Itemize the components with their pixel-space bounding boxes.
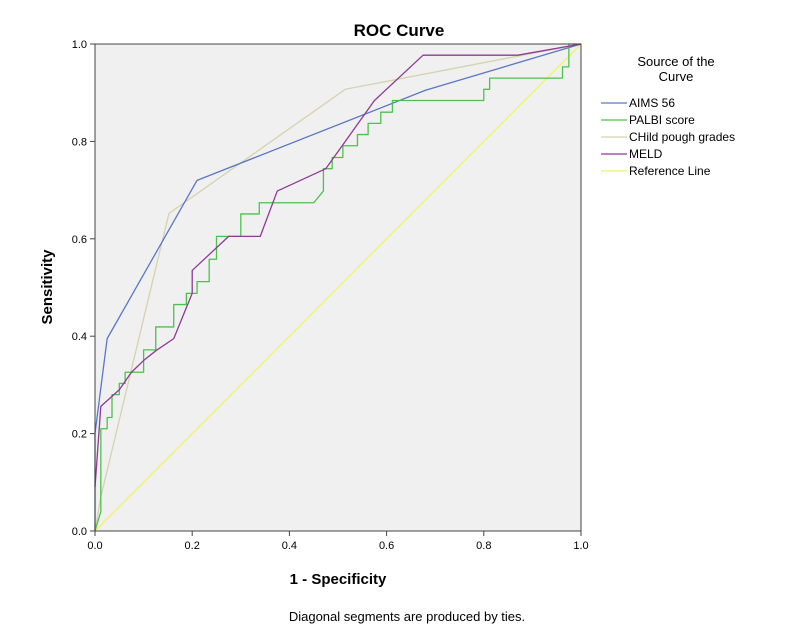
series-line-reference-line	[94, 43, 582, 532]
legend-item: AIMS 56	[601, 96, 675, 110]
y-axis-title: Sensitivity	[39, 249, 56, 325]
footnote: Diagonal segments are produced by ties.	[289, 609, 525, 624]
x-tick-label: 0.2	[185, 540, 200, 552]
legend-label: Reference Line	[629, 164, 711, 178]
legend-label: PALBI score	[629, 113, 695, 127]
y-tick-label: 1.0	[72, 39, 87, 51]
x-tick-label: 0.6	[379, 540, 394, 552]
legend-label: AIMS 56	[629, 96, 675, 110]
legend-items: AIMS 56 PALBI score CHild pough grades MELD…	[601, 96, 735, 178]
x-tick-label: 1.0	[573, 540, 588, 552]
x-tick-label: 0.0	[87, 540, 102, 552]
y-tick-label: 0.4	[72, 331, 87, 343]
series-line-meld	[94, 43, 582, 488]
legend: Source of the Curve AIMS 56 PALBI score CH…	[601, 54, 735, 178]
legend-title-line-2: Curve	[659, 69, 694, 84]
y-tick-label: 0.0	[72, 526, 87, 538]
legend-title-line-1: Source of the	[637, 54, 714, 69]
y-tick-label: 0.8	[72, 136, 87, 148]
legend-item: MELD	[601, 147, 663, 161]
legend-item: CHild pough grades	[601, 130, 735, 144]
x-tick-label: 0.8	[476, 540, 491, 552]
legend-label: CHild pough grades	[629, 130, 735, 144]
x-axis: 0.0 0.2 0.4 0.6 0.8 1.0	[87, 531, 589, 552]
y-tick-label: 0.2	[72, 429, 87, 441]
x-tick-label: 0.4	[282, 540, 297, 552]
series-line-child-pough-grades	[94, 43, 582, 532]
plot-frame	[94, 43, 582, 532]
legend-label: MELD	[629, 147, 663, 161]
y-axis: 0.0 0.2 0.4 0.6 0.8 1.0	[72, 39, 95, 538]
chart-title: ROC Curve	[354, 21, 445, 40]
legend-item: Reference Line	[601, 164, 711, 178]
y-tick-label: 0.6	[72, 234, 87, 246]
x-axis-title: 1 - Specificity	[290, 571, 387, 588]
legend-item: PALBI score	[601, 113, 695, 127]
